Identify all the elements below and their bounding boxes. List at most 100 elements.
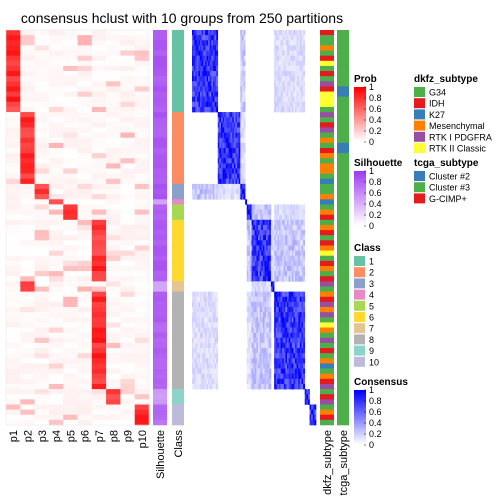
consensus-cell bbox=[275, 76, 278, 82]
prob-cell bbox=[63, 368, 78, 375]
consensus-cell bbox=[303, 91, 306, 97]
prob-cell bbox=[6, 342, 21, 349]
consensus-cell bbox=[198, 301, 201, 308]
consensus-cell bbox=[198, 358, 201, 364]
consensus-cell bbox=[238, 142, 241, 149]
consensus-cell bbox=[211, 337, 214, 344]
consensus-cell bbox=[211, 363, 214, 369]
consensus-cell bbox=[278, 101, 281, 108]
consensus-cell bbox=[227, 194, 230, 200]
prob-cell bbox=[20, 281, 35, 287]
dkfz-legend-swatch bbox=[414, 109, 425, 120]
consensus-cell bbox=[287, 342, 289, 349]
consensus-cell bbox=[299, 276, 302, 282]
consensus-cell bbox=[216, 373, 219, 380]
consensus-cell bbox=[256, 317, 259, 323]
prob-cell bbox=[77, 307, 93, 313]
consensus-cell bbox=[299, 240, 302, 246]
consensus-cell bbox=[246, 250, 249, 257]
consensus-cell bbox=[259, 219, 262, 226]
consensus-cell bbox=[296, 260, 299, 267]
prob-cell bbox=[6, 271, 21, 277]
consensus-cell bbox=[256, 296, 259, 303]
prob-cell bbox=[48, 271, 64, 277]
consensus-cell bbox=[267, 383, 270, 390]
dkfz-subtype-cell bbox=[320, 286, 334, 292]
prob-cell bbox=[106, 230, 121, 236]
class-legend-item-label: 2 bbox=[369, 268, 374, 278]
consensus-cell bbox=[264, 358, 267, 364]
consensus-cell bbox=[295, 45, 297, 51]
prob-cell bbox=[77, 230, 93, 236]
consensus-cell bbox=[298, 230, 301, 236]
consensus-cell bbox=[296, 307, 299, 313]
consensus-cell bbox=[201, 291, 204, 298]
consensus-cell bbox=[295, 101, 297, 108]
silhouette-cell bbox=[153, 353, 167, 359]
consensus-cell bbox=[299, 358, 302, 364]
consensus-cell bbox=[283, 35, 286, 41]
consensus-cell bbox=[304, 394, 307, 400]
consensus-cell bbox=[298, 235, 301, 241]
consensus-cell bbox=[246, 363, 249, 369]
consensus-cell bbox=[287, 332, 289, 339]
consensus-cell bbox=[303, 337, 306, 344]
consensus-cell bbox=[285, 40, 288, 46]
consensus-cell bbox=[264, 348, 267, 354]
prob-cell bbox=[34, 265, 50, 272]
consensus-cell bbox=[295, 91, 297, 97]
consensus-legend-gradient-step bbox=[354, 438, 366, 440]
consensus-cell bbox=[314, 419, 317, 426]
consensus-cell bbox=[278, 209, 281, 215]
consensus-cell bbox=[275, 214, 278, 221]
consensus-cell bbox=[277, 312, 280, 318]
consensus-cell bbox=[287, 45, 289, 51]
consensus-cell bbox=[224, 173, 227, 180]
prob-cell bbox=[48, 394, 64, 400]
prob-cell bbox=[20, 404, 35, 410]
consensus-cell bbox=[259, 265, 262, 272]
prob-cell bbox=[63, 260, 78, 267]
silhouette-legend-gradient-step bbox=[354, 223, 366, 226]
consensus-cell bbox=[227, 158, 230, 164]
prob-cell bbox=[77, 276, 93, 282]
consensus-cell bbox=[277, 368, 280, 375]
consensus-cell bbox=[267, 250, 270, 257]
consensus-cell bbox=[295, 60, 297, 67]
consensus-cell bbox=[293, 322, 296, 328]
consensus-cell bbox=[288, 209, 291, 215]
consensus-cell bbox=[193, 96, 196, 103]
consensus-cell bbox=[296, 373, 299, 380]
prob-cell bbox=[34, 147, 50, 154]
consensus-cell bbox=[262, 286, 265, 292]
consensus-cell bbox=[232, 153, 235, 159]
silhouette-legend-gradient-step bbox=[354, 191, 366, 194]
consensus-cell bbox=[227, 112, 230, 118]
prob-cell bbox=[63, 76, 78, 82]
consensus-cell bbox=[224, 142, 227, 149]
consensus-cell bbox=[267, 342, 270, 349]
prob-cell bbox=[34, 399, 50, 405]
consensus-cell bbox=[193, 348, 196, 354]
prob-cell bbox=[106, 250, 121, 257]
prob-cell bbox=[63, 230, 78, 236]
consensus-cell bbox=[296, 214, 299, 221]
consensus-cell bbox=[256, 312, 259, 318]
consensus-cell bbox=[267, 348, 270, 354]
consensus-cell bbox=[282, 327, 285, 333]
consensus-cell bbox=[291, 81, 294, 87]
consensus-cell bbox=[193, 35, 196, 41]
prob-cell bbox=[20, 91, 35, 97]
consensus-cell bbox=[248, 342, 251, 349]
silhouette-legend-tick-label: 0.2 bbox=[369, 210, 382, 220]
consensus-cell bbox=[277, 65, 280, 72]
prob-cell bbox=[120, 307, 135, 313]
consensus-cell bbox=[304, 399, 307, 405]
prob-cell bbox=[63, 312, 78, 318]
prob-cell bbox=[34, 327, 50, 333]
prob-cell bbox=[120, 373, 135, 380]
consensus-cell bbox=[274, 307, 277, 313]
prob-cell bbox=[134, 158, 150, 164]
consensus-cell bbox=[278, 60, 281, 67]
consensus-cell bbox=[195, 322, 198, 328]
